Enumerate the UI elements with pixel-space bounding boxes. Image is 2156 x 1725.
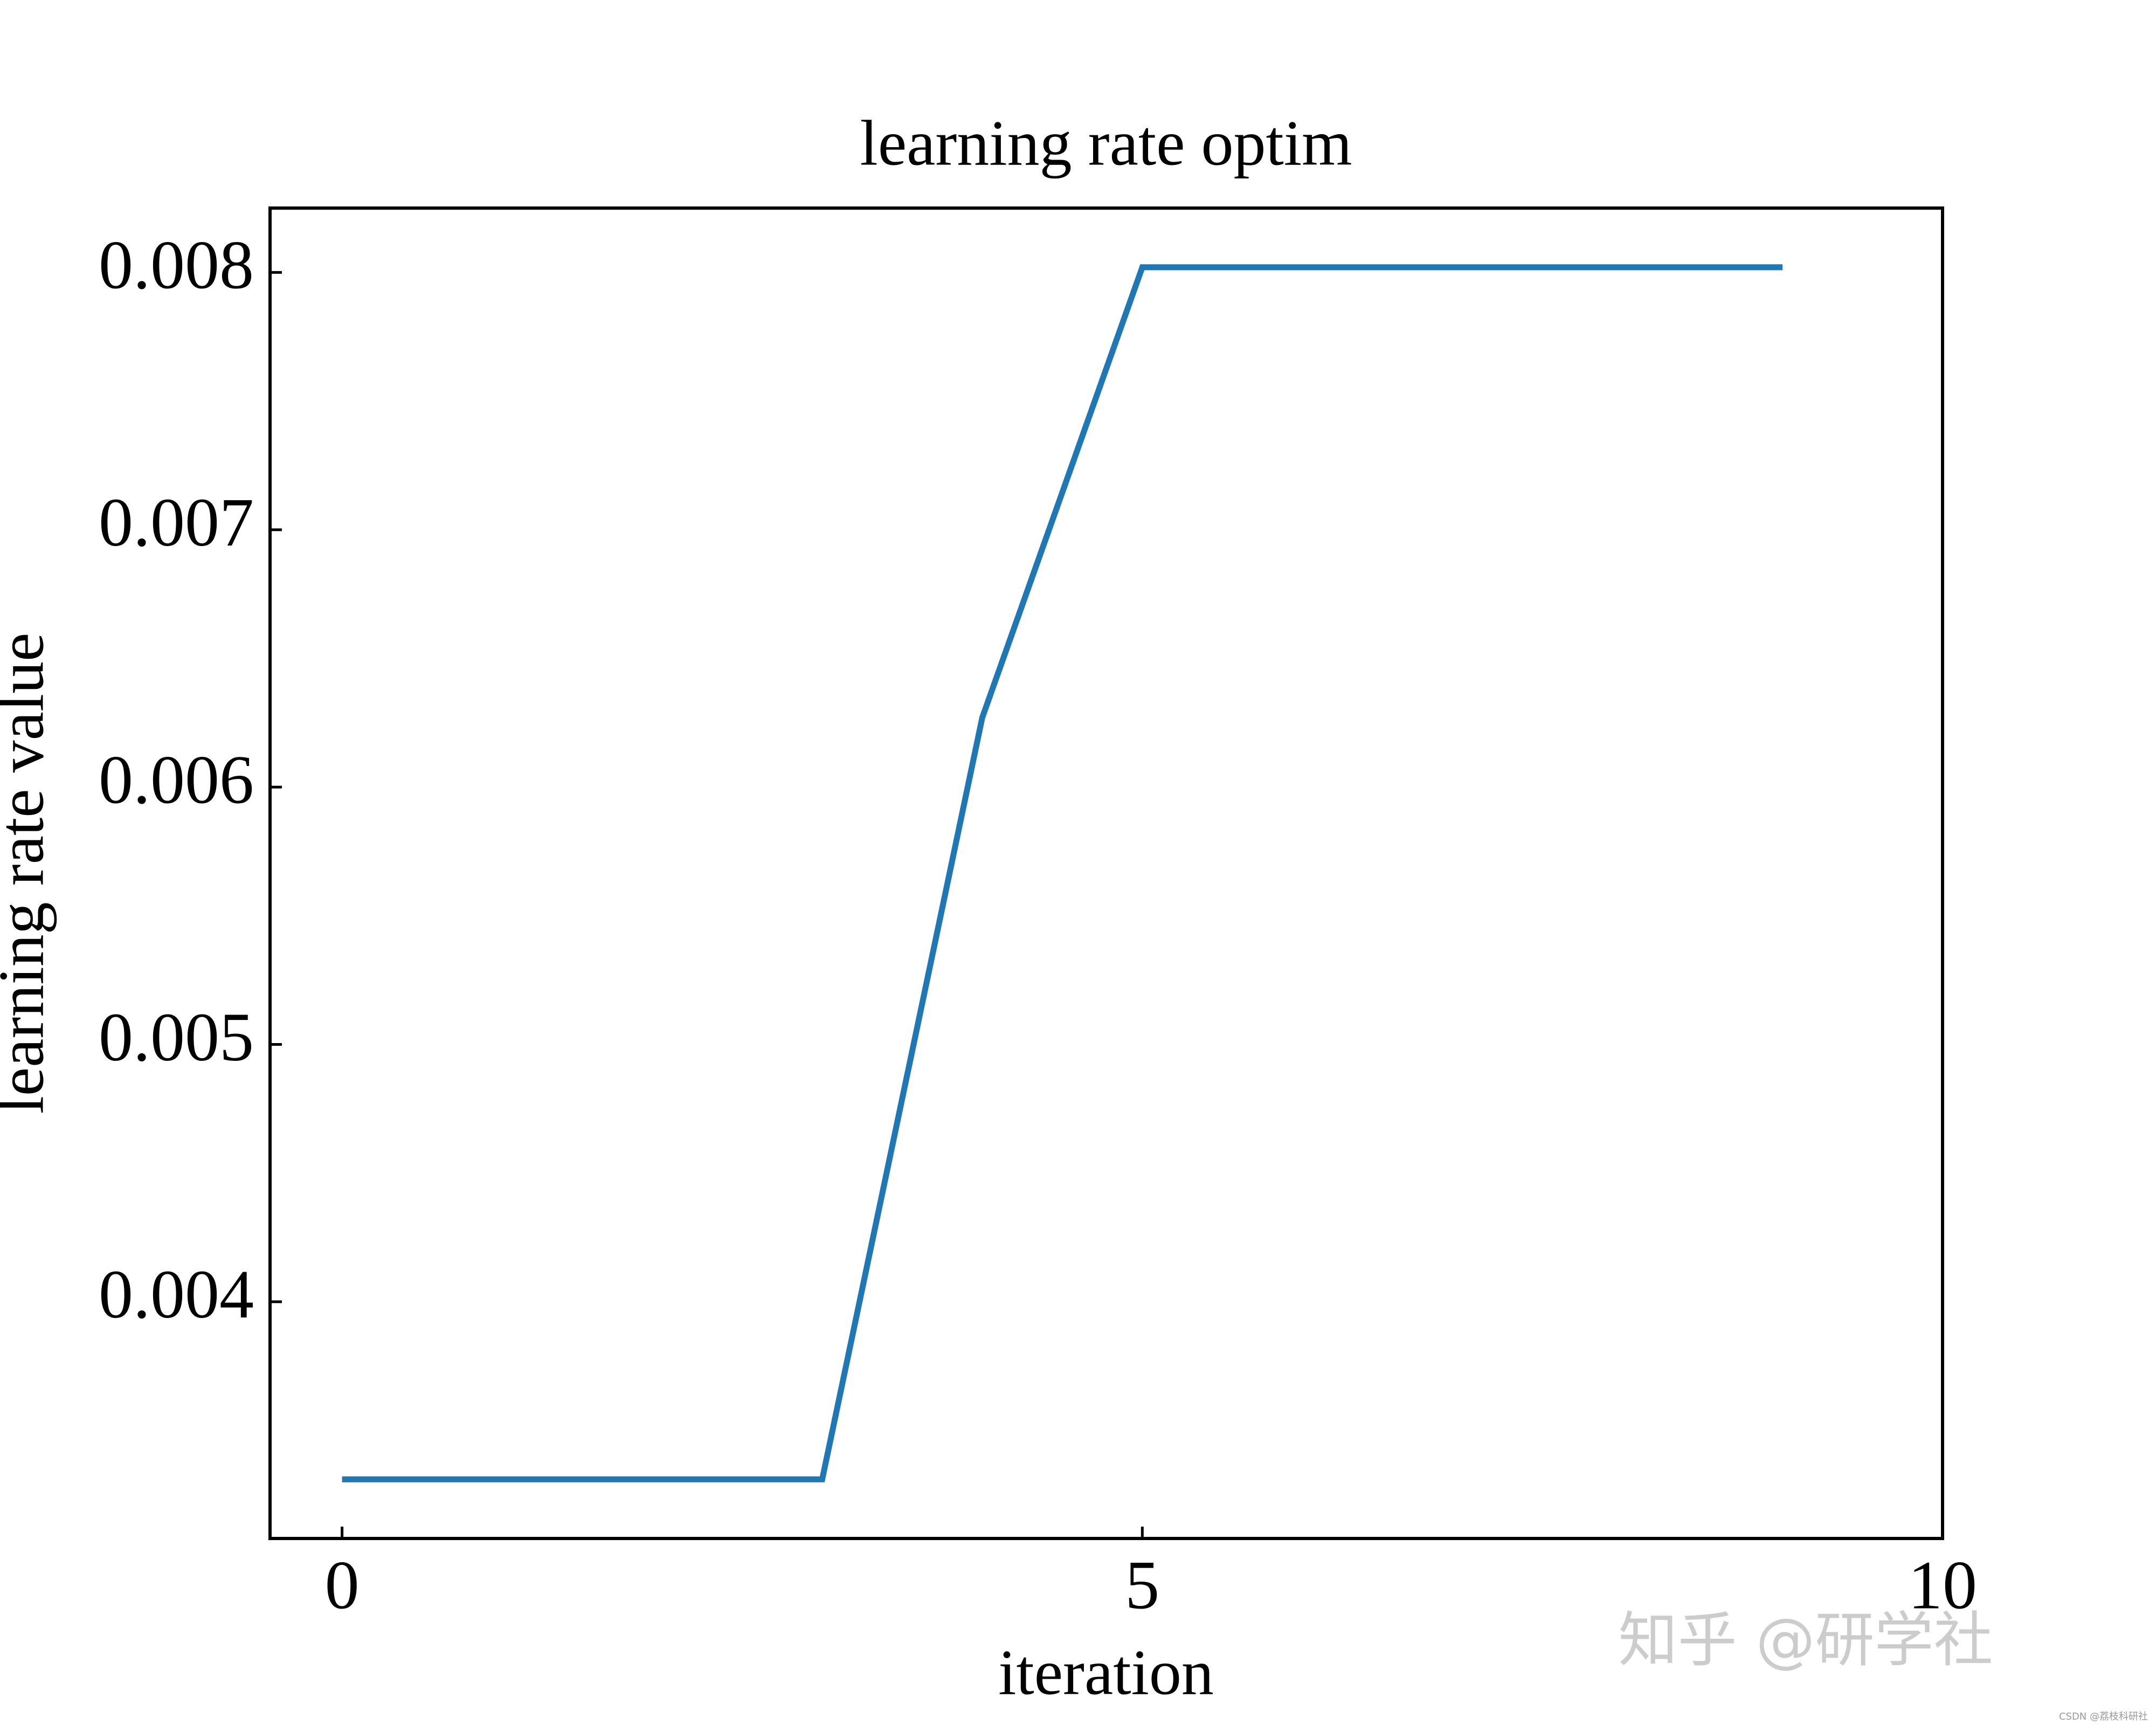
line xyxy=(342,264,1783,1482)
x-tick-label: 10 xyxy=(1908,1547,1977,1623)
y-axis-label: learning rate value xyxy=(0,633,57,1114)
source-watermark: CSDN @荔枝科研社 xyxy=(2059,1711,2148,1722)
x-axis-label: iteration xyxy=(998,1637,1214,1708)
y-tick-label: 0.006 xyxy=(99,741,254,818)
watermark: 知乎 @研学社 xyxy=(1619,1605,1993,1674)
plot-frame xyxy=(268,206,1944,1540)
chart-title: learning rate optim xyxy=(860,107,1352,179)
y-tick-label: 0.008 xyxy=(99,227,254,303)
y-tick-label: 0.005 xyxy=(99,999,254,1075)
x-tick-label: 0 xyxy=(325,1547,360,1623)
y-tick-label: 0.004 xyxy=(99,1256,254,1333)
y-tick-label: 0.007 xyxy=(99,484,254,561)
x-tick-label: 5 xyxy=(1125,1547,1159,1623)
